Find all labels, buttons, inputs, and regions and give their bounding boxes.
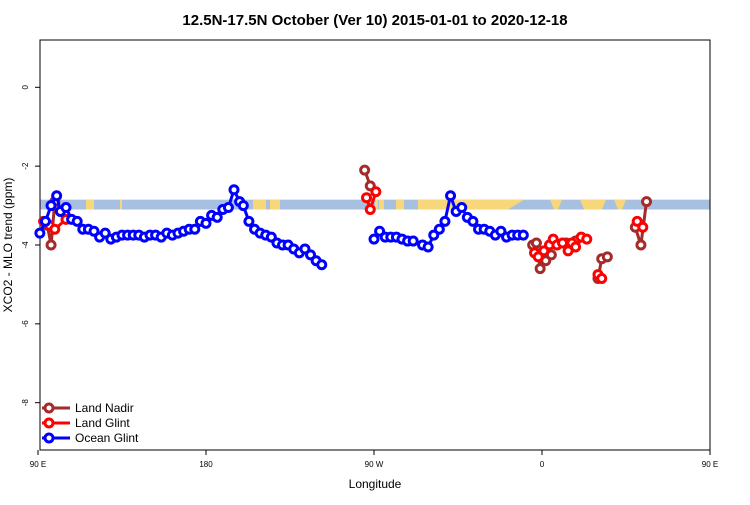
x-axis-label: Longitude: [349, 477, 402, 491]
x-axis: 90 E 180 90 W 0 90 E: [30, 450, 718, 469]
land-patch: [379, 199, 384, 210]
data-point: [222, 202, 234, 214]
y-axis: 0 -2 -4 -6 -8: [21, 85, 40, 407]
data-point: [200, 217, 212, 229]
data-point: [51, 190, 63, 202]
x-tick-label: 0: [540, 460, 545, 469]
chart-title: 12.5N-17.5N October (Ver 10) 2015-01-01 …: [182, 12, 567, 29]
y-tick-label: 0: [21, 85, 30, 90]
x-tick-label: 90 E: [702, 460, 718, 469]
data-point: [45, 239, 57, 251]
land-patch: [550, 199, 562, 210]
land-patch: [120, 199, 122, 210]
data-point: [189, 223, 201, 235]
data-point: [534, 263, 546, 275]
y-tick-label: -8: [21, 399, 30, 407]
data-point: [407, 235, 419, 247]
data-point: [601, 251, 613, 263]
x-tick-label: 90 W: [365, 460, 384, 469]
data-point: [45, 200, 57, 212]
y-tick-label: -2: [21, 162, 30, 170]
data-point: [60, 202, 72, 214]
data-point: [635, 239, 647, 251]
x-tick-label: 180: [199, 460, 213, 469]
land-patch: [396, 199, 404, 210]
data-point: [439, 215, 451, 227]
land-patch: [86, 199, 94, 210]
data-point: [581, 233, 593, 245]
series-ocean-glint: [34, 184, 529, 271]
y-tick-label: -4: [21, 241, 30, 249]
data-point: [361, 192, 373, 204]
data-point: [433, 223, 445, 235]
data-point: [368, 233, 380, 245]
data-point: [570, 241, 582, 253]
data-point: [517, 229, 529, 241]
data-point: [359, 164, 371, 176]
data-point: [243, 215, 255, 227]
legend-entry: Land Nadir: [75, 401, 134, 415]
land-patch: [253, 199, 266, 210]
data-point: [422, 241, 434, 253]
data-point: [49, 223, 61, 235]
data-point: [557, 237, 569, 249]
legend-marker: [43, 417, 55, 429]
series-land-nadir: [41, 164, 653, 285]
series-layer: [34, 164, 653, 285]
legend-marker: [43, 432, 55, 444]
x-tick-label: 90 E: [30, 460, 46, 469]
legend-entry: Land Glint: [75, 416, 130, 430]
data-point: [467, 215, 479, 227]
data-point: [641, 196, 653, 208]
land-patch: [375, 199, 378, 210]
land-patch: [580, 199, 606, 210]
land-patch: [504, 199, 524, 210]
y-axis-label: XCO2 - MLO trend (ppm): [1, 178, 15, 313]
data-point: [596, 273, 608, 285]
data-point: [211, 211, 223, 223]
data-point: [637, 221, 649, 233]
data-point: [228, 184, 240, 196]
land-patch: [270, 199, 280, 210]
legend-marker: [43, 402, 55, 414]
series-land-glint: [38, 186, 649, 285]
data-point: [316, 259, 328, 271]
data-point: [34, 227, 46, 239]
plot-frame: [39, 39, 711, 451]
data-point: [39, 215, 51, 227]
data-point: [364, 204, 376, 216]
land-patch: [614, 199, 626, 210]
y-tick-label: -6: [21, 320, 30, 328]
data-point: [456, 202, 468, 214]
data-point: [370, 186, 382, 198]
data-point: [71, 215, 83, 227]
data-point: [237, 200, 249, 212]
data-point: [530, 237, 542, 249]
data-point: [445, 190, 457, 202]
legend-entry: Ocean Glint: [75, 431, 139, 445]
